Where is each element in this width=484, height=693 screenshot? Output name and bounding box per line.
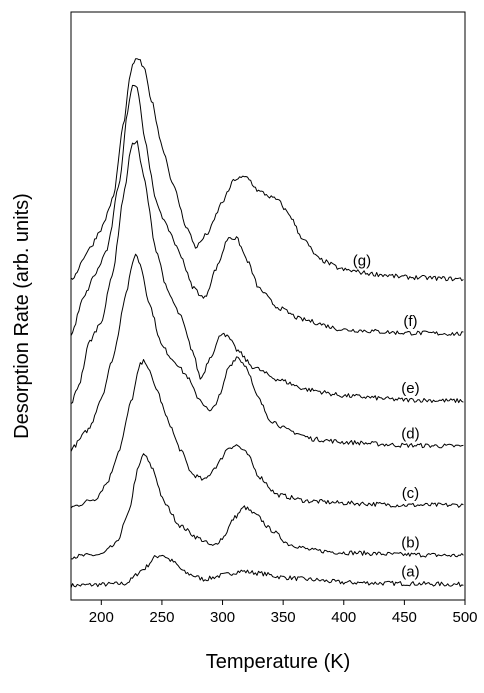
series-label-e: (e) [401, 380, 419, 397]
series-curve-c [70, 359, 464, 509]
x-tick-label-500: 500 [452, 609, 477, 626]
series-curve-e [70, 140, 464, 405]
series-label-c: (c) [402, 485, 420, 502]
x-tick-label-300: 300 [210, 609, 235, 626]
x-tick-label-400: 400 [331, 609, 356, 626]
series-label-a: (a) [401, 564, 419, 581]
x-axis-title: Temperature (K) [206, 651, 351, 673]
series-curve-f [70, 84, 464, 336]
series-label-g: (g) [353, 252, 371, 269]
curve-labels-group: (a) (b) (c) (d) (e) (f) (g) [353, 252, 420, 580]
x-tick-label-350: 350 [271, 609, 296, 626]
x-tick-label-450: 450 [392, 609, 417, 626]
x-tick-label-200: 200 [89, 609, 114, 626]
x-axis-ticks: 200 250 300 350 400 450 500 [89, 600, 478, 626]
series-curve-a [70, 554, 464, 588]
series-label-b: (b) [401, 535, 419, 552]
curves-group [70, 58, 464, 588]
y-axis-title: Desorption Rate (arb. units) [11, 193, 33, 439]
x-tick-label-250: 250 [149, 609, 174, 626]
series-label-d: (d) [401, 425, 419, 442]
series-curve-g [70, 58, 464, 282]
plot-frame [70, 11, 466, 601]
series-label-f: (f) [403, 313, 417, 330]
series-curve-b [71, 453, 464, 560]
series-curve-d [70, 253, 464, 452]
